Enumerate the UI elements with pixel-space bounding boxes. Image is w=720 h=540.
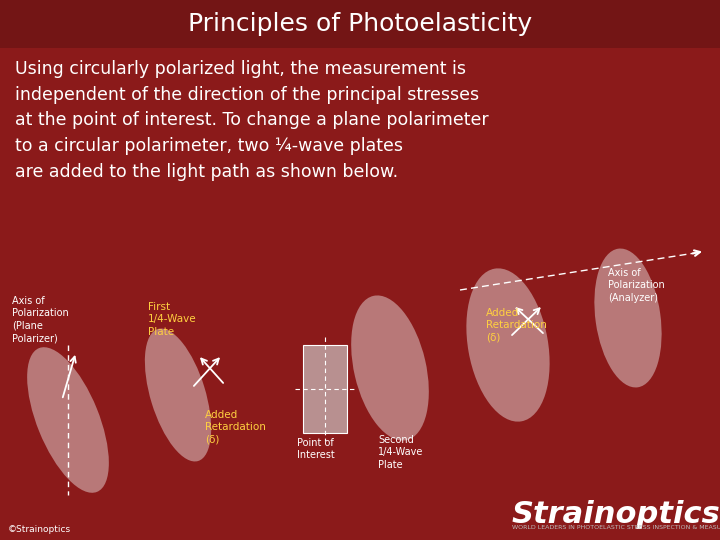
Bar bbox=[0, 0, 720, 48]
Text: WORLD LEADERS IN PHOTOELASTIC STRESS INSPECTION & MEASUREMENT: WORLD LEADERS IN PHOTOELASTIC STRESS INS… bbox=[512, 525, 720, 530]
Text: Point of
Interest: Point of Interest bbox=[297, 438, 335, 461]
Text: Using circularly polarized light, the measurement is
independent of the directio: Using circularly polarized light, the me… bbox=[15, 60, 489, 181]
Text: Added
Retardation
(δ): Added Retardation (δ) bbox=[205, 410, 266, 445]
Text: Added
Retardation
(δ): Added Retardation (δ) bbox=[486, 308, 547, 343]
Ellipse shape bbox=[27, 347, 109, 493]
Text: Axis of
Polarization
(Analyzer): Axis of Polarization (Analyzer) bbox=[608, 268, 665, 303]
Ellipse shape bbox=[595, 248, 662, 388]
Ellipse shape bbox=[145, 328, 211, 462]
Text: Strainoptics: Strainoptics bbox=[512, 500, 720, 529]
Text: Second
1/4-Wave
Plate: Second 1/4-Wave Plate bbox=[378, 435, 423, 470]
Bar bbox=[303, 345, 347, 433]
Text: Axis of
Polarization
(Plane
Polarizer): Axis of Polarization (Plane Polarizer) bbox=[12, 296, 68, 343]
Text: Principles of Photoelasticity: Principles of Photoelasticity bbox=[188, 12, 532, 36]
Text: First
1/4-Wave
Plate: First 1/4-Wave Plate bbox=[148, 302, 197, 337]
Ellipse shape bbox=[467, 268, 549, 422]
Text: ©Strainoptics: ©Strainoptics bbox=[8, 525, 71, 534]
Ellipse shape bbox=[351, 295, 429, 441]
